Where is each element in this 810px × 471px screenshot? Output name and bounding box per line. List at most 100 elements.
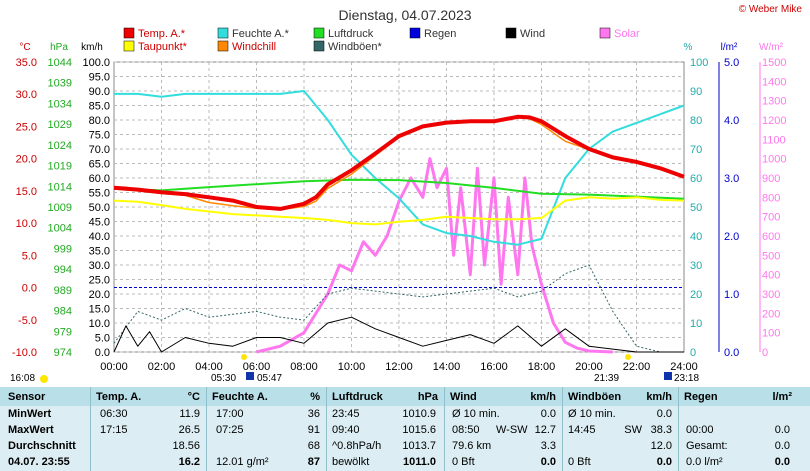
wind-tick-label: 35.0	[89, 246, 110, 258]
solar-tick-label: 400	[762, 270, 780, 282]
solar-tick-label: 300	[762, 289, 780, 301]
x-tick-label: 20:00	[575, 361, 603, 373]
sunrise2-label: 05:47	[257, 373, 282, 384]
legend-label: Windböen*	[328, 41, 383, 53]
wind-tick-label: 70.0	[89, 144, 110, 156]
wind-tick-label: 50.0	[89, 202, 110, 214]
table-cell: bewölkt	[332, 456, 370, 468]
solar-tick-label: 500	[762, 250, 780, 262]
series-line-wind	[113, 316, 684, 353]
table-cell: 79.6 km	[452, 440, 492, 452]
wind-tick-label: 55.0	[89, 188, 110, 200]
humidity-tick-label: 40	[690, 231, 702, 243]
legend-label: Wind	[520, 28, 545, 40]
humidity-tick-label: 20	[690, 289, 702, 301]
rain-tick-label: 5.0	[724, 57, 739, 69]
solar-tick-label: 1300	[762, 96, 786, 108]
table-cell: 3.3	[540, 440, 556, 452]
legend-label: Feuchte A.*	[232, 28, 290, 40]
pressure-tick-label: 1024	[48, 140, 72, 152]
table-header-cell: Sensor	[8, 391, 46, 403]
table-cell: 36	[307, 408, 320, 420]
rain-axis-unit: l/m²	[721, 42, 738, 53]
table-cell: 0.0	[774, 440, 790, 452]
pressure-tick-label: 1019	[48, 161, 72, 173]
legend-swatch	[599, 27, 611, 39]
x-tick-label: 10:00	[338, 361, 366, 373]
x-tick-label: 04:00	[195, 361, 223, 373]
table-cell: 91	[307, 424, 320, 436]
wind-tick-label: 15.0	[89, 304, 110, 316]
legend-swatch	[123, 40, 135, 52]
stats-table-header	[0, 387, 810, 406]
humidity-tick-label: 50	[690, 202, 702, 214]
legend-swatch	[313, 27, 325, 39]
moon-icon	[664, 372, 672, 380]
table-cell: 1015.6	[402, 424, 436, 436]
stats-table: Sensor Temp. A. °C Feuchte A.% Luftdruck hPa W…	[0, 387, 810, 471]
solar-axis-unit: W/m²	[759, 42, 784, 53]
temp-tick-label: 0.0	[22, 283, 37, 295]
table-cell: 18.56	[172, 440, 200, 452]
solar-tick-label: 1100	[762, 134, 786, 146]
table-row-label: MaxWert	[8, 424, 54, 436]
solar-tick-label: 0	[762, 347, 768, 359]
temp-axis-unit: °C	[19, 42, 30, 53]
table-header-cell: Wind	[450, 391, 477, 403]
solar-tick-label: 700	[762, 212, 780, 224]
table-header-cell: Feuchte A.	[212, 391, 268, 403]
x-tick-label: 06:00	[243, 361, 271, 373]
table-header-cell: hPa	[417, 391, 438, 403]
table-cell: ^0.8hPa/h	[332, 440, 382, 452]
table-cell: Ø 10 min.	[452, 408, 500, 420]
table-cell: 23:45	[332, 408, 360, 420]
legend-label: Regen	[424, 28, 456, 40]
table-divider	[444, 387, 445, 471]
table-cell: 0 Bft	[568, 456, 591, 468]
table-cell: 16.2	[178, 456, 200, 468]
legend-swatch	[217, 27, 229, 39]
table-cell: 0.0 l/m²	[686, 456, 723, 468]
wind-tick-label: 60.0	[89, 173, 110, 185]
legend-swatch	[123, 27, 135, 39]
humidity-tick-label: 60	[690, 173, 702, 185]
sun-icon	[40, 375, 48, 383]
solar-tick-label: 1000	[762, 154, 786, 166]
legend-swatch	[313, 40, 325, 52]
table-cell: 68	[307, 440, 320, 452]
x-tick-label: 12:00	[385, 361, 413, 373]
table-cell: Gesamt:	[686, 440, 728, 452]
table-cell: 09:40	[332, 424, 360, 436]
solar-tick-label: 900	[762, 173, 780, 185]
table-cell: 14:45	[568, 424, 596, 436]
pressure-tick-label: 999	[54, 243, 72, 255]
temp-tick-label: 30.0	[16, 89, 37, 101]
table-header-cell: Regen	[684, 391, 718, 403]
pressure-tick-label: 974	[54, 347, 72, 359]
solar-tick-label: 100	[762, 328, 780, 340]
legend-label: Windchill	[232, 41, 276, 53]
pressure-tick-label: 1009	[48, 202, 72, 214]
pressure-tick-label: 984	[54, 306, 72, 318]
series-line-taupunkt	[113, 196, 685, 226]
legend-label: Solar	[614, 28, 640, 40]
pressure-tick-label: 1039	[48, 78, 72, 90]
table-cell: 0.0	[656, 456, 672, 468]
pressure-tick-label: 1034	[48, 98, 72, 110]
series-line-luftdruck	[113, 178, 685, 200]
wind-axis-unit: km/h	[81, 42, 103, 53]
table-row-label: Durchschnitt	[8, 440, 76, 452]
solar-tick-label: 200	[762, 308, 780, 320]
temp-tick-label: -10.0	[12, 347, 37, 359]
sun-icon	[625, 354, 631, 360]
table-cell: 0.0	[774, 456, 790, 468]
table-cell: SW	[624, 424, 642, 436]
temp-tick-label: -5.0	[18, 315, 37, 327]
sun-icon	[241, 354, 247, 360]
temp-tick-label: 20.0	[16, 154, 37, 166]
table-header-cell: l/m²	[772, 391, 792, 403]
pressure-tick-label: 994	[54, 264, 72, 276]
table-row-label: MinWert	[8, 408, 52, 420]
table-cell: 0.0	[656, 408, 672, 420]
legend-label: Temp. A.*	[138, 28, 186, 40]
